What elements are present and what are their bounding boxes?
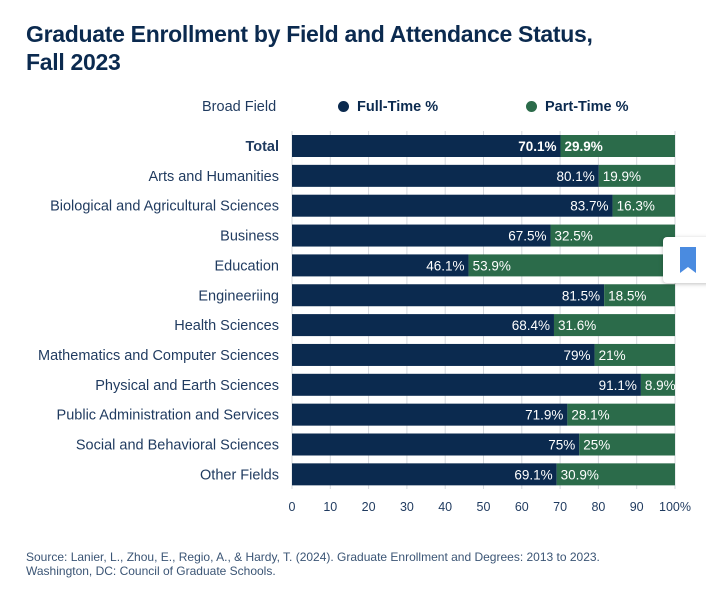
category-label: Health Sciences [174,318,279,334]
bar-full-time [292,254,469,277]
bar-full-time [292,224,551,247]
bar-full-time [292,463,557,486]
data-label-part-time: 53.9% [473,258,511,273]
bar-part-time [612,194,675,217]
bar-part-time [553,314,675,337]
data-label-part-time: 29.9% [564,139,602,154]
category-label: Education [215,258,280,274]
bookmark-button[interactable] [663,237,706,283]
category-label: Engineeriing [198,288,279,304]
legend-dot-icon [526,101,537,112]
bar-part-time [567,403,675,426]
legend-dot-icon [338,101,349,112]
bookmark-icon [680,247,696,273]
bar-full-time [292,164,599,187]
data-label-full-time: 79% [564,348,591,363]
category-label: Other Fields [200,467,279,483]
data-label-part-time: 32.5% [555,229,593,244]
legend-part-time: Part-Time % [526,99,629,115]
data-label-part-time: 25% [583,438,610,453]
source-line: Source: Lanier, L., Zhou, E., Regio, A.,… [26,550,600,564]
bar-part-time [594,343,675,366]
bar-full-time [292,373,641,396]
category-label: Social and Behavioral Sciences [76,438,279,454]
category-label: Total [245,139,279,155]
data-label-part-time: 16.3% [617,199,655,214]
bar-full-time [292,343,595,366]
data-label-full-time: 71.9% [525,408,563,423]
category-label: Physical and Earth Sciences [95,378,279,394]
legend-label: Part-Time % [545,99,629,115]
data-label-part-time: 21% [599,348,626,363]
category-label: Biological and Agricultural Sciences [50,199,279,215]
chart-title: Graduate Enrollment by Field and Attenda… [26,20,593,76]
source-note: Source: Lanier, L., Zhou, E., Regio, A.,… [26,550,666,578]
data-label-full-time: 46.1% [426,258,464,273]
x-tick-label: 100% [659,500,691,514]
bar-full-time [292,284,605,307]
x-tick-label: 30 [400,500,414,514]
data-label-part-time: 31.6% [558,318,596,333]
title-line-2: Fall 2023 [26,49,121,75]
data-label-full-time: 69.1% [514,467,552,482]
data-label-part-time: 28.1% [571,408,609,423]
title-line-1: Graduate Enrollment by Field and Attenda… [26,21,593,47]
bar-part-time [468,254,675,277]
bar-part-time [604,284,675,307]
data-label-full-time: 68.4% [512,318,550,333]
x-tick-label: 50 [477,500,491,514]
data-label-full-time: 91.1% [599,378,637,393]
data-label-part-time: 8.9% [645,378,676,393]
bar-part-time [640,373,675,396]
bar-part-time [560,135,675,157]
data-label-part-time: 19.9% [603,169,641,184]
column-header: Broad Field [202,99,277,115]
data-label-full-time: 75% [548,438,575,453]
bar-full-time [292,314,554,337]
bar-part-time [598,164,675,187]
bar-full-time [292,403,568,426]
bar-full-time [292,135,561,157]
x-tick-label: 80 [591,500,605,514]
source-line: Washington, DC: Council of Graduate Scho… [26,564,276,578]
x-tick-label: 0 [289,500,296,514]
category-label: Mathematics and Computer Sciences [38,348,279,364]
data-label-part-time: 18.5% [608,288,646,303]
x-tick-label: 20 [362,500,376,514]
bar-full-time [292,194,613,217]
data-label-full-time: 70.1% [518,139,556,154]
category-label: Public Administration and Services [57,408,279,424]
x-tick-label: 70 [553,500,567,514]
data-label-full-time: 81.5% [562,288,600,303]
x-tick-label: 40 [438,500,452,514]
bar-part-time [579,433,675,456]
bar-full-time [292,433,580,456]
data-label-full-time: 80.1% [557,169,595,184]
data-label-part-time: 30.9% [561,467,599,482]
x-tick-label: 90 [630,500,644,514]
data-label-full-time: 67.5% [508,229,546,244]
x-tick-label: 10 [323,500,337,514]
legend-full-time: Full-Time % [338,99,438,115]
legend-label: Full-Time % [357,99,439,115]
data-label-full-time: 83.7% [570,199,608,214]
bar-part-time [556,463,675,486]
x-tick-label: 60 [515,500,529,514]
bar-part-time [550,224,675,247]
category-label: Business [220,229,279,245]
category-label: Arts and Humanities [148,169,279,185]
